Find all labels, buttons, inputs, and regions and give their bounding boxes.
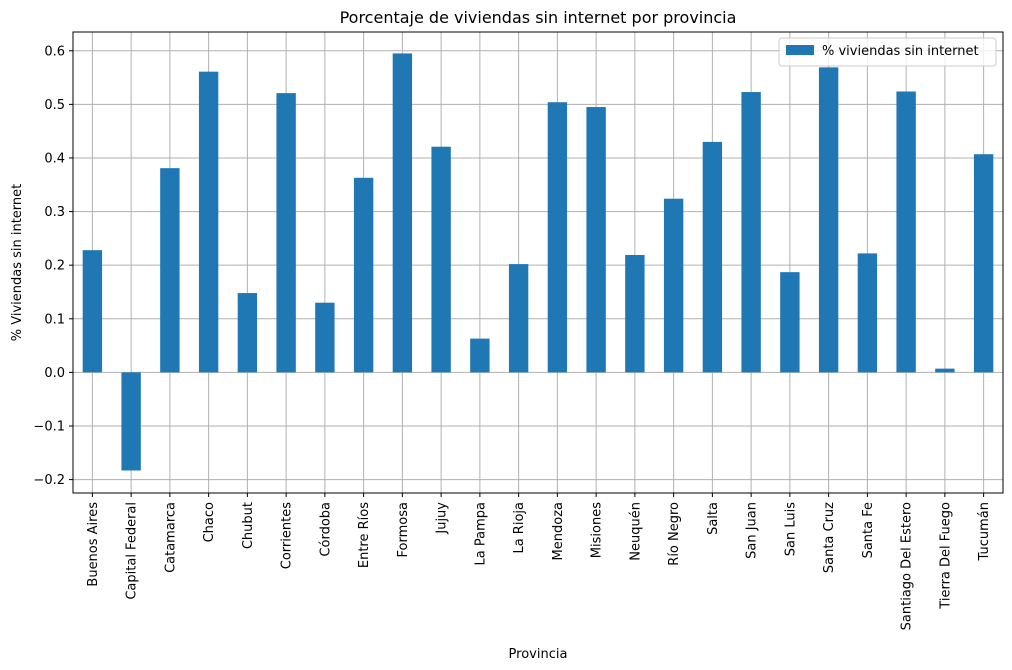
bar [392, 53, 413, 373]
bar [625, 254, 645, 373]
legend: % viviendas sin internet [778, 37, 997, 67]
bar [818, 67, 839, 373]
x-tick-label: Santa Fe [861, 502, 876, 558]
bar [121, 372, 141, 471]
x-tick-label: Salta [706, 502, 721, 535]
x-tick-label: Jujuy [435, 502, 450, 535]
x-tick-label: Tucumán [977, 502, 992, 561]
x-tick-label: La Rioja [512, 502, 527, 554]
bars-layer [82, 53, 994, 471]
bar [547, 102, 568, 373]
x-tick-label: Misiones [590, 502, 605, 558]
x-axis: Buenos Aires Capital Federal Catamarca Chac… [86, 493, 992, 630]
x-tick-label: Corrientes [280, 502, 295, 569]
x-tick-label: Formosa [396, 502, 411, 557]
x-tick-label: Neuquén [628, 502, 643, 561]
bar [276, 93, 296, 373]
x-tick-label: Río Negro [667, 502, 682, 566]
x-tick-label: Tierra Del Fuego [938, 502, 953, 610]
x-tick-label: Santa Cruz [822, 502, 837, 573]
bar [663, 198, 684, 373]
x-tick-label: Catamarca [163, 502, 178, 573]
bar [353, 177, 374, 373]
y-axis-title: % Viviendas sin internet [10, 184, 25, 342]
y-tick-label: 0.6 [44, 44, 65, 59]
x-tick-label: Santiago Del Estero [900, 502, 915, 630]
y-tick-label: 0.2 [44, 259, 65, 274]
bar [315, 302, 335, 373]
y-tick-label: −0.2 [33, 473, 65, 488]
x-tick-label: Buenos Aires [86, 502, 101, 587]
x-axis-title: Provincia [509, 647, 568, 662]
y-tick-label: 0.5 [44, 98, 65, 113]
y-tick-label: 0.3 [44, 205, 65, 220]
chart-title: Porcentaje de viviendas sin internet por… [340, 8, 737, 27]
y-tick-label: 0.4 [44, 151, 65, 166]
x-tick-label: San Juan [745, 502, 760, 559]
y-tick-label: −0.1 [33, 419, 65, 434]
legend-label: % viviendas sin internet [822, 44, 979, 59]
bar [857, 253, 878, 373]
bar [702, 141, 723, 373]
y-axis: −0.2 −0.1 0.0 0.1 0.2 0.3 0.4 0.5 0.6 [33, 44, 73, 488]
bar [431, 146, 451, 373]
x-tick-label: La Pampa [473, 502, 488, 565]
x-tick-label: Capital Federal [125, 502, 140, 600]
bar [973, 154, 994, 373]
plot-frame [72, 31, 1004, 494]
x-tick-label: Córdoba [318, 502, 333, 557]
bar [586, 107, 606, 373]
y-tick-label: 0.1 [44, 312, 65, 327]
legend-swatch [786, 45, 814, 55]
bar [508, 264, 529, 373]
x-tick-label: Entre Ríos [357, 502, 372, 568]
bar [935, 368, 955, 373]
bar [780, 272, 800, 373]
y-tick-label: 0.0 [44, 366, 65, 381]
bar [741, 92, 761, 373]
bar [896, 91, 916, 373]
x-tick-label: Chaco [202, 502, 217, 542]
bar [470, 338, 490, 373]
x-tick-label: San Luis [783, 502, 798, 556]
bar [237, 293, 258, 373]
bar [160, 168, 180, 373]
bar [198, 71, 219, 373]
x-tick-label: Mendoza [551, 502, 566, 560]
x-tick-label: Chubut [241, 502, 256, 549]
bar [82, 250, 103, 373]
legend-box [778, 37, 997, 67]
